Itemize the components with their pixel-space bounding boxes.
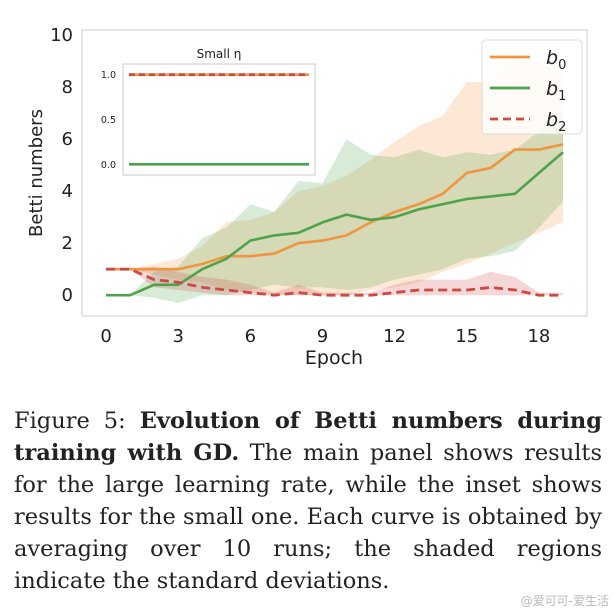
- x-axis-label: Epoch: [305, 347, 363, 369]
- y-tick-label: 6: [62, 129, 73, 150]
- legend: b0 b1 b2: [481, 39, 583, 135]
- inset-title: Small η: [197, 47, 242, 61]
- figure-plot: 0 3 6 9 12 15 18 0 2 4 6 8 10 Epoch Betti numbers S…: [26, 25, 588, 369]
- line-b2: [106, 267, 563, 297]
- y-tick-label: 8: [62, 77, 73, 98]
- y-tick-label: 0: [62, 285, 73, 306]
- x-tick-label: 18: [527, 326, 550, 347]
- x-tick-label: 0: [100, 326, 111, 347]
- main-lines-group: [106, 143, 564, 297]
- x-tick-label: 6: [245, 326, 256, 347]
- inset-y-tick-labels: 0.0 0.5 1.0: [101, 70, 116, 171]
- legend-box: [481, 39, 583, 135]
- main-x-tick-labels: 0 3 6 9 12 15 18: [100, 326, 550, 347]
- x-tick-label: 15: [455, 326, 478, 347]
- legend-label-b2: b2: [546, 109, 566, 135]
- inset-y-tick-label: 0.5: [101, 115, 116, 126]
- legend-label-b0: b0: [546, 47, 566, 73]
- y-tick-label: 2: [62, 233, 73, 254]
- x-tick-label: 3: [172, 326, 183, 347]
- figure-caption: Figure 5: Evolution of Betti numbers dur…: [14, 405, 602, 597]
- caption-body: The main panel shows results for the lar…: [14, 440, 602, 594]
- y-tick-label: 10: [50, 25, 73, 46]
- inset-y-tick-label: 0.0: [101, 160, 116, 171]
- band-b0: [106, 56, 563, 296]
- x-tick-label: 12: [383, 326, 406, 347]
- caption-label: Figure 5:: [14, 408, 140, 434]
- line-b0: [106, 143, 564, 271]
- inset-y-tick-label: 1.0: [101, 70, 116, 81]
- y-axis-label: Betti numbers: [26, 109, 47, 237]
- watermark-text: @爱可可-爱生活: [520, 594, 609, 608]
- main-y-tick-labels: 0 2 4 6 8 10: [50, 25, 73, 306]
- inset-frame: [122, 63, 316, 176]
- x-tick-label: 9: [317, 326, 328, 347]
- legend-label-b1: b1: [546, 78, 566, 104]
- band-b1: [106, 113, 563, 303]
- inset-lines-group: [129, 73, 309, 166]
- caption-bold-title: Evolution of Betti numbers during traini…: [14, 408, 602, 466]
- y-tick-label: 4: [62, 181, 73, 202]
